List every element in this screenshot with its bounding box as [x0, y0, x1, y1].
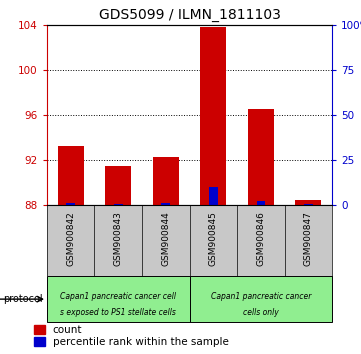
Bar: [114, 204, 122, 205]
Bar: [200, 27, 226, 205]
Bar: [257, 201, 265, 205]
Text: GSM900847: GSM900847: [304, 211, 313, 266]
Text: GSM900843: GSM900843: [114, 211, 123, 266]
Bar: [209, 187, 218, 205]
Text: GSM900842: GSM900842: [66, 211, 75, 266]
Text: s exposed to PS1 stellate cells: s exposed to PS1 stellate cells: [60, 308, 176, 318]
Text: Capan1 pancreatic cancer cell: Capan1 pancreatic cancer cell: [60, 292, 176, 301]
Text: Capan1 pancreatic cancer: Capan1 pancreatic cancer: [210, 292, 311, 301]
Bar: [66, 202, 75, 205]
Text: GSM900846: GSM900846: [256, 211, 265, 266]
Bar: [153, 157, 179, 205]
Text: cells only: cells only: [243, 308, 279, 318]
Text: GSM900844: GSM900844: [161, 211, 170, 266]
Bar: [161, 202, 170, 205]
Bar: [58, 145, 84, 205]
Text: GSM900845: GSM900845: [209, 211, 218, 266]
Bar: [105, 166, 131, 205]
Legend: count, percentile rank within the sample: count, percentile rank within the sample: [34, 325, 229, 347]
Bar: [190, 276, 332, 322]
Bar: [47, 276, 190, 322]
Bar: [295, 200, 321, 205]
Bar: [248, 109, 274, 205]
Bar: [304, 204, 313, 205]
Title: GDS5099 / ILMN_1811103: GDS5099 / ILMN_1811103: [99, 8, 280, 22]
Text: protocol: protocol: [4, 294, 43, 304]
